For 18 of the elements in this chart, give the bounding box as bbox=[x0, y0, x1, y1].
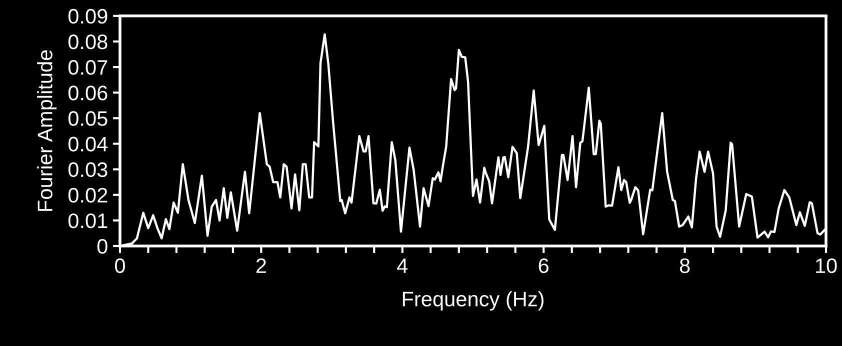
y-tick-label: 0.04 bbox=[68, 136, 108, 152]
y-tick-label: 0 bbox=[97, 239, 108, 254]
x-tick-label: 10 bbox=[816, 258, 837, 274]
y-tick-label: 0.05 bbox=[68, 111, 108, 126]
x-tick-label: 6 bbox=[538, 258, 548, 274]
y-tick-label: 0.09 bbox=[68, 8, 108, 24]
y-tick-label: 0.01 bbox=[68, 213, 108, 228]
x-tick-label: 2 bbox=[256, 258, 266, 273]
x-tick-label: 4 bbox=[397, 258, 408, 273]
y-tick-label: 0.08 bbox=[68, 34, 108, 50]
y-tick-label: 0.07 bbox=[68, 60, 108, 75]
x-axis-title: Frequency (Hz) bbox=[402, 291, 544, 311]
y-tick-label: 0.02 bbox=[68, 188, 108, 203]
y-tick-label: 0.03 bbox=[68, 162, 108, 178]
x-tick-label: 0 bbox=[115, 258, 125, 274]
y-axis-title: Fourier Amplitude bbox=[37, 50, 57, 211]
y-tick-label: 0.06 bbox=[68, 86, 108, 100]
x-tick-label: 8 bbox=[680, 258, 690, 274]
